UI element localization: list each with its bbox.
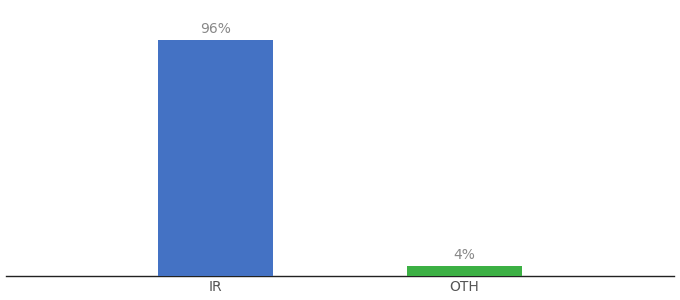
Text: 96%: 96% — [201, 22, 231, 36]
Bar — [158, 40, 273, 276]
Text: 4%: 4% — [454, 248, 475, 262]
Bar — [407, 266, 522, 276]
